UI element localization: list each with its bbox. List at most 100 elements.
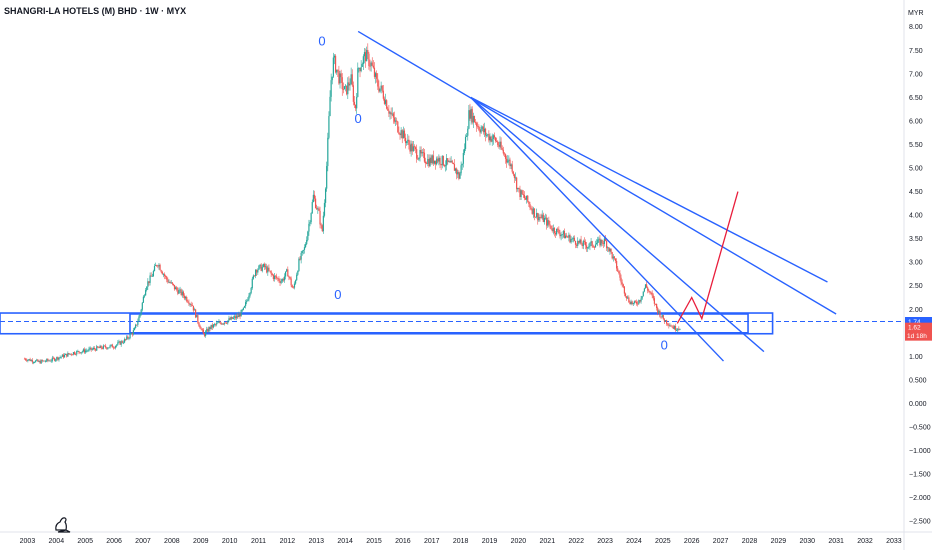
candle-body [441,155,443,166]
candle-body [623,286,626,294]
candle-body [551,229,553,232]
candle-body [208,327,210,332]
candle-body [561,234,563,236]
candle-body [533,208,536,217]
candle-body [632,303,634,305]
candle-body [125,339,127,340]
candle-body [610,248,612,253]
trendlines [357,30,837,362]
candle-body [457,172,459,175]
candle-body [590,241,592,243]
candle-body [650,292,652,294]
candle-body [156,265,158,266]
candle-body [377,78,379,87]
candle-body [617,268,619,272]
candle-body [93,348,96,350]
candle-body [522,194,524,196]
candle-body [672,326,674,329]
candle-body [482,126,484,133]
candle-body [429,157,431,167]
candle-body [589,242,591,247]
time-tick-label: 2005 [77,538,93,545]
candle-body [424,161,427,164]
candle-body [261,266,263,271]
candle-body [283,276,286,281]
candle-body [592,246,594,248]
candle-body [281,279,283,282]
candle-body [89,347,91,349]
candle-body [602,243,604,245]
candle-body [86,350,88,352]
time-axis[interactable]: 2003 2004 2005 2006 2007 2008 2009 2010 2011 2012… [0,531,932,545]
candle-body [102,345,105,349]
candle-body [266,266,268,273]
candle-body [51,357,53,361]
candle-body [137,321,139,325]
candle-body [138,316,140,322]
candle-body [652,295,654,299]
candle-body [627,297,629,299]
candle-body [28,359,30,360]
candle-body [105,345,107,348]
time-tick-label: 2016 [395,538,411,545]
time-tick-label: 2018 [453,538,469,545]
candle-body [413,146,416,148]
candle-body [474,122,477,124]
candle-body [329,96,331,117]
candle-body [668,324,670,326]
candle-body [50,360,52,362]
price-tick-label: 1.00 [909,354,923,361]
candle-body [53,358,56,361]
candle-body [501,148,503,150]
time-tick-label: 2006 [106,538,122,545]
candle-body [131,333,133,335]
candle-body [268,267,270,271]
candle-body [351,74,353,86]
candle-body [574,240,577,245]
candle-body [476,123,478,127]
trendline [357,30,837,315]
candle-body [444,165,447,167]
candle-body [419,150,421,158]
candle-body [175,287,177,290]
candle-body [677,328,679,331]
wave-marker-label: 0 [355,111,362,126]
candle-body [496,141,498,142]
candle-body [362,56,364,65]
time-tick-label: 2010 [222,538,238,545]
candle-body [382,90,384,99]
candle-body [464,136,467,149]
candle-body [223,322,226,324]
candle-body [593,246,596,248]
candle-body [229,318,231,320]
candle-body [96,346,98,351]
candle-body [629,302,631,305]
candle-body [660,316,662,318]
candle-body [289,276,291,279]
candle-body [368,53,370,66]
candle-body [366,50,368,62]
candle-body [41,360,43,362]
candle-body [534,216,537,218]
candle-body [511,164,513,172]
candle-body [552,227,554,232]
candle-body [661,315,663,318]
candle-body [287,269,289,277]
candle-body [179,289,181,291]
price-tick-label: −0.500 [909,424,931,431]
candle-body [45,361,47,363]
candle-body [554,232,557,235]
candle-body [427,159,429,164]
candle-body [119,341,121,345]
candle-body [158,264,160,267]
tradingview-logo[interactable] [55,517,71,533]
candle-body [353,101,356,105]
candle-body [130,333,132,335]
candle-body [77,350,79,352]
candle-body [469,110,471,119]
time-tick-label: 2032 [857,538,873,545]
candle-body [549,224,551,226]
candle-body [523,194,526,199]
